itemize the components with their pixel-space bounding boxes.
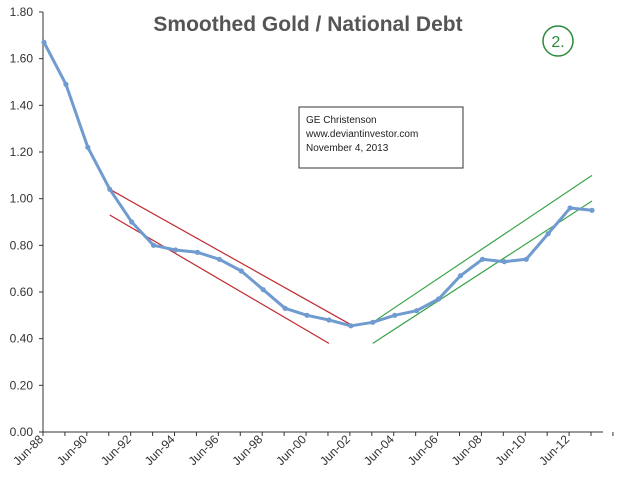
x-tick-label: Jun-90 [54, 432, 90, 468]
y-tick-label: 1.20 [10, 145, 34, 159]
annotation-date: November 4, 2013 [306, 143, 389, 154]
y-axis: 0.00 0.20 0.40 0.60 0.80 1.00 1.20 1.40 1.60 1.80 [10, 5, 44, 439]
y-tick-label: 0.60 [10, 285, 34, 299]
x-tick-label: Jun-98 [229, 432, 265, 468]
annotation-website: www.deviantinvestor.com [305, 129, 418, 140]
y-tick-label: 1.80 [10, 5, 34, 19]
data-point [282, 305, 288, 311]
x-tick-label: Jun-96 [186, 432, 222, 468]
annotation-box: GE Christenson www.deviantinvestor.com N… [298, 106, 464, 169]
series [41, 39, 595, 329]
x-tick-label: Jun-08 [449, 432, 485, 468]
x-tick-label: Jun-94 [142, 432, 178, 468]
data-point [479, 256, 485, 262]
trend-line [109, 188, 352, 326]
x-tick-label: Jun-02 [317, 432, 353, 468]
version-badge: 2. [542, 25, 574, 57]
y-tick-label: 1.00 [10, 192, 34, 206]
data-point [501, 259, 507, 265]
data-point [238, 268, 244, 274]
data-point [41, 39, 47, 45]
data-point [392, 312, 398, 318]
y-tick-label: 1.40 [10, 98, 34, 112]
data-point [414, 308, 420, 314]
y-tick-label: 0.40 [10, 332, 34, 346]
y-tick-label: 0.20 [10, 378, 34, 392]
y-tick-label: 0.80 [10, 238, 34, 252]
data-point [129, 219, 135, 225]
data-point [304, 312, 310, 318]
chart-title: Smoothed Gold / National Debt [153, 13, 462, 36]
data-point [151, 242, 157, 248]
x-axis: Jun-88 Jun-90 Jun-92 Jun-94 Jun-96 Jun-98 Jun-… [10, 431, 614, 468]
y-tick-label: 1.60 [10, 52, 34, 66]
data-point [85, 144, 91, 150]
data-point [589, 207, 595, 213]
data-point [523, 256, 529, 262]
badge-label: 2. [551, 34, 564, 51]
series-line [42, 40, 594, 328]
data-point [63, 81, 69, 87]
data-point [260, 287, 266, 293]
data-point [326, 317, 332, 323]
data-point [545, 231, 551, 237]
x-tick-label: Jun-00 [273, 432, 309, 468]
data-point [435, 296, 442, 302]
data-point [348, 323, 354, 329]
x-tick-label: Jun-92 [98, 432, 134, 468]
x-tick-label: Jun-10 [493, 432, 529, 468]
y-tick-label: 0.00 [10, 425, 34, 439]
x-tick-label: Jun-12 [536, 432, 572, 468]
data-point [216, 256, 222, 262]
data-point [457, 273, 464, 279]
data-point [172, 247, 179, 253]
data-point [107, 186, 113, 192]
data-point [567, 205, 573, 211]
x-tick-label: Jun-04 [361, 432, 397, 468]
x-tick-label: Jun-06 [405, 432, 441, 468]
data-point [370, 319, 376, 325]
trend-line [372, 174, 593, 323]
data-point [194, 249, 201, 255]
annotation-author: GE Christenson [306, 115, 377, 126]
